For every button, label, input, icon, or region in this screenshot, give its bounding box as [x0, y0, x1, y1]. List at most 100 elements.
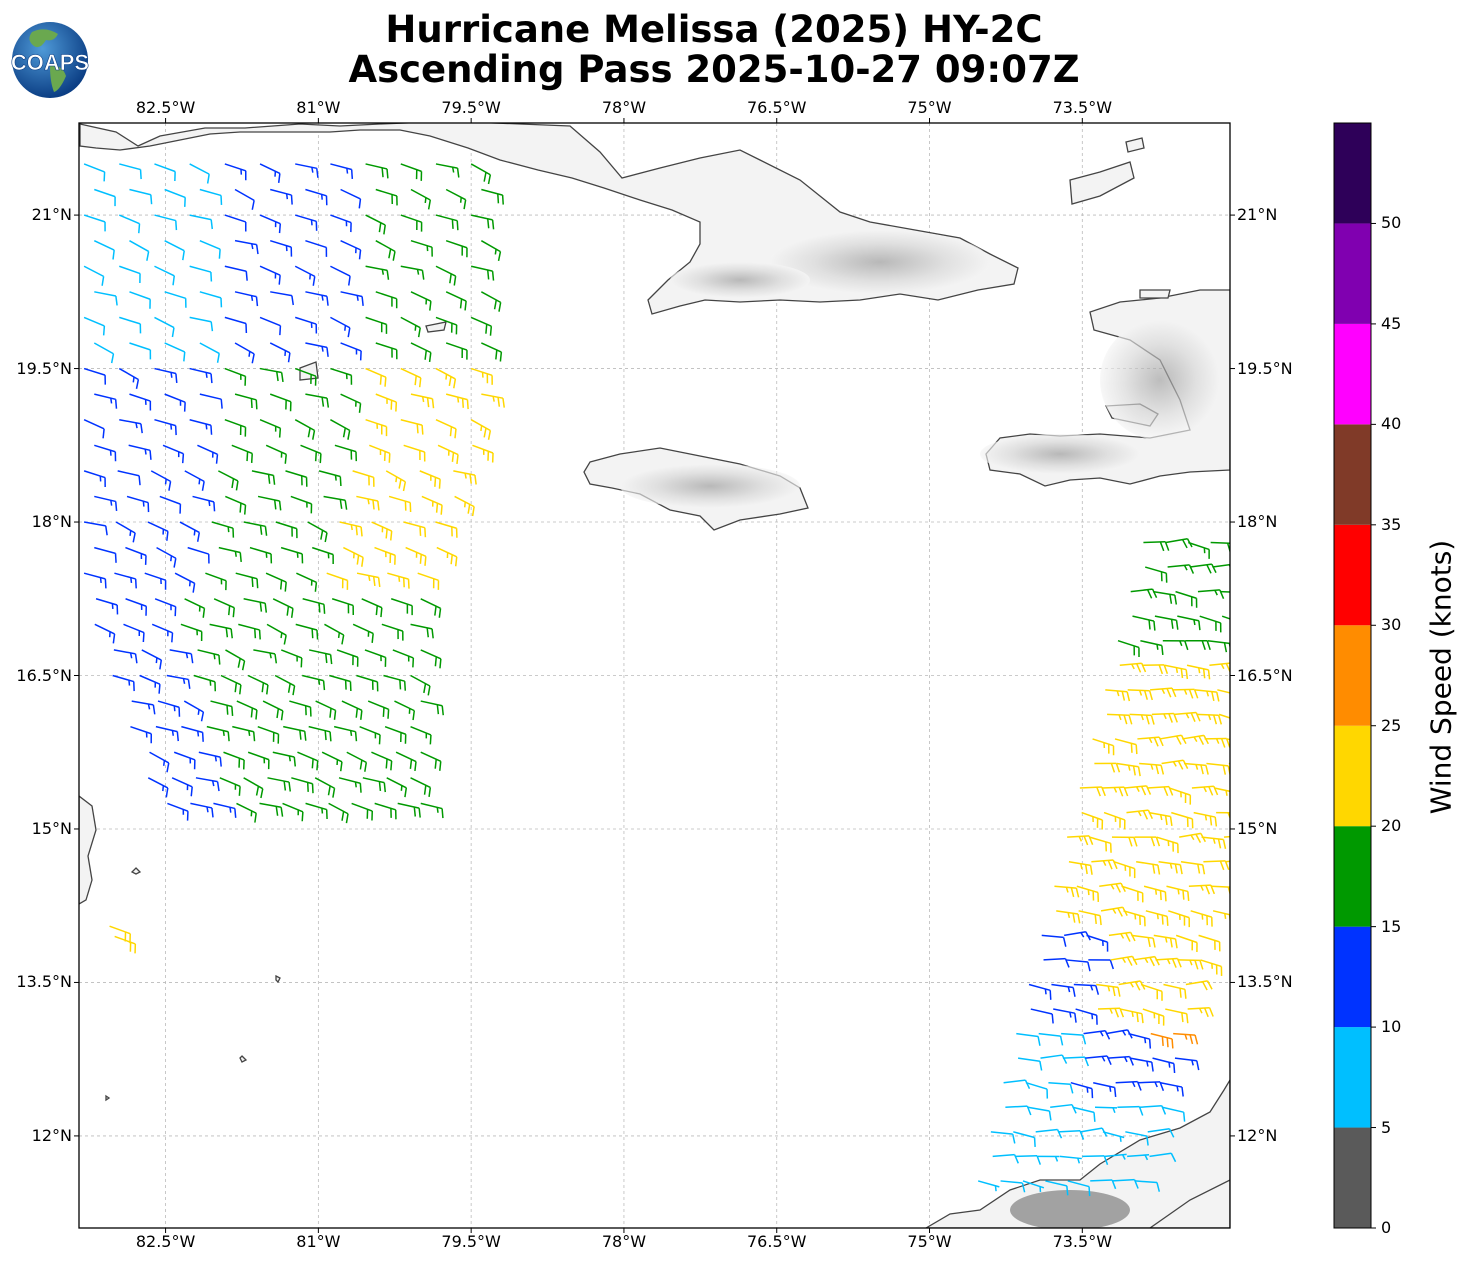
- cay-1: [130, 867, 142, 875]
- wind-barb: [1196, 713, 1223, 725]
- wind-barb: [94, 495, 118, 511]
- colorbar-bin: [1334, 1127, 1371, 1228]
- wind-barb: [1116, 762, 1141, 777]
- wind-barb: [1134, 836, 1161, 847]
- wind-barb: [371, 751, 393, 771]
- wind-barb: [395, 751, 417, 772]
- wind-barb: [403, 521, 427, 538]
- wind-barb: [179, 521, 201, 542]
- lat-label-right: 15°N: [1237, 818, 1278, 838]
- wind-barb: [314, 777, 336, 798]
- colorbar-bin: [1334, 223, 1371, 324]
- colorbar-bin: [1334, 323, 1371, 425]
- wind-barb: [266, 623, 287, 645]
- wind-barb: [1016, 1032, 1041, 1046]
- wind-barb: [113, 649, 138, 664]
- wind-barbs: [83, 163, 1230, 1197]
- wind-barb: [189, 265, 213, 282]
- wind-barb: [197, 649, 221, 665]
- wind-barb: [139, 674, 161, 694]
- wind-barb: [259, 316, 282, 336]
- wind-barb: [1163, 983, 1187, 999]
- wind-barb: [297, 751, 319, 771]
- wind-barb: [144, 572, 167, 590]
- wind-barb: [1070, 1081, 1094, 1099]
- wind-barb: [1194, 689, 1220, 702]
- wind-barb: [234, 342, 255, 364]
- wind-barb: [164, 188, 186, 207]
- wind-barb: [420, 751, 442, 771]
- lat-label-left: 18°N: [31, 512, 72, 532]
- wind-barb: [1223, 835, 1230, 838]
- wind-barb: [195, 777, 220, 792]
- wind-barb: [257, 725, 280, 744]
- wind-barb: [167, 802, 189, 821]
- wind-barb: [225, 495, 247, 515]
- wind-barb: [141, 649, 163, 670]
- wind-barb: [224, 163, 247, 181]
- wind-barb: [118, 214, 141, 234]
- wind-barb: [128, 444, 152, 460]
- wind-barb: [420, 700, 444, 716]
- wind-barb: [1110, 955, 1138, 966]
- wind-barb: [305, 291, 329, 306]
- wind-barb: [1027, 1106, 1052, 1121]
- wind-barb: [1149, 1152, 1177, 1163]
- wind-barb: [990, 1131, 1016, 1144]
- wind-barb: [1156, 836, 1179, 854]
- wind-barb: [1103, 811, 1126, 830]
- wind-barb: [1025, 1081, 1049, 1099]
- wind-barb: [1053, 1008, 1077, 1023]
- colorbar-tick-label: 35: [1381, 514, 1402, 534]
- wind-barb: [232, 725, 256, 742]
- wind-barb: [119, 316, 142, 334]
- wind-barb: [400, 367, 422, 388]
- wind-barb: [225, 649, 246, 671]
- wind-barb: [296, 572, 318, 592]
- wind-barb: [1072, 1106, 1096, 1122]
- lat-label-right: 19.5°N: [1237, 358, 1293, 378]
- title-line-2: Ascending Pass 2025-10-27 09:07Z: [348, 48, 1080, 91]
- wind-barb: [1120, 1008, 1144, 1024]
- wind-barb: [400, 214, 423, 232]
- wind-barb: [435, 419, 457, 439]
- wind-barb: [224, 214, 247, 232]
- wind-barb: [470, 419, 492, 440]
- colorbar-bin: [1334, 625, 1371, 726]
- wind-barb: [384, 725, 407, 744]
- wind-barb: [265, 572, 287, 592]
- gridlines: [79, 123, 1230, 1228]
- wind-barb: [330, 316, 351, 338]
- colorbar-tick-label: 40: [1381, 414, 1402, 434]
- wind-barb: [119, 418, 143, 434]
- wind-barb: [269, 239, 293, 257]
- lat-label-left: 19.5°N: [16, 358, 72, 378]
- wind-barb: [187, 546, 210, 564]
- lat-label-right: 13.5°N: [1237, 972, 1293, 992]
- wind-barb: [1117, 639, 1140, 657]
- wind-barb: [338, 777, 362, 793]
- wind-barb: [159, 495, 182, 514]
- central-america-coast: [79, 795, 97, 905]
- wind-barb: [1088, 959, 1115, 970]
- wind-barb: [1152, 1057, 1176, 1074]
- wind-barb: [977, 1180, 1000, 1192]
- colorbar-bin: [1334, 926, 1371, 1028]
- wind-barb: [330, 214, 352, 233]
- wind-barb: [94, 393, 118, 409]
- wind-barb: [410, 393, 435, 409]
- colorbar-tick-label: 45: [1381, 313, 1402, 333]
- wind-barb: [129, 188, 153, 205]
- wind-barb: [183, 700, 205, 722]
- wind-barb: [1045, 1180, 1069, 1196]
- wind-barb: [1133, 955, 1160, 967]
- wind-barb: [1065, 959, 1091, 972]
- wind-barb: [1107, 713, 1133, 725]
- wind-barb: [236, 802, 257, 823]
- wind-barb: [1153, 934, 1178, 949]
- colorbar-tick-label: 5: [1381, 1117, 1392, 1137]
- wind-barb: [154, 598, 177, 617]
- wind-barb: [436, 546, 458, 567]
- wind-barb: [1143, 885, 1167, 902]
- wind-barb: [83, 572, 107, 589]
